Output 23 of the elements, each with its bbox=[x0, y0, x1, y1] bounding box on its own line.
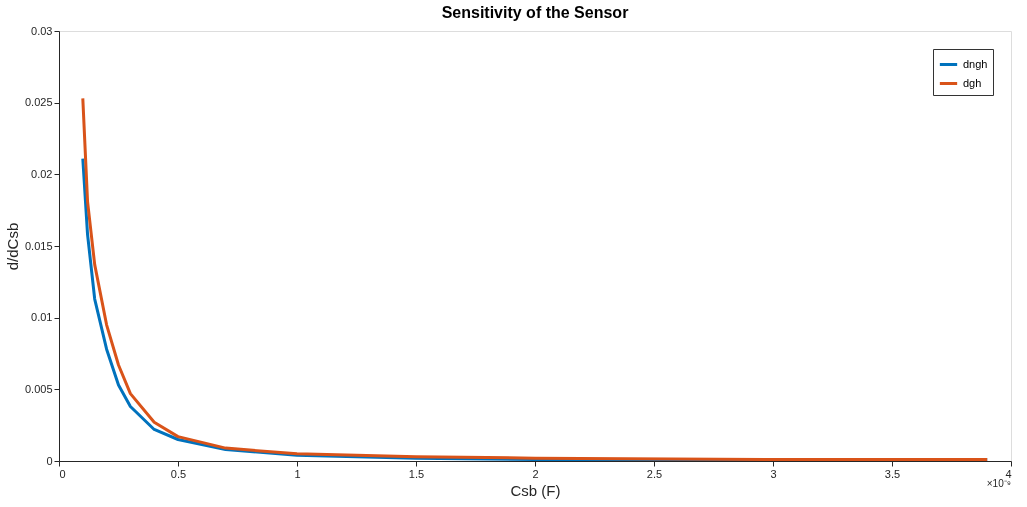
x-tick-label: 4 bbox=[1005, 467, 1012, 480]
y-tick-label: 0.02 bbox=[31, 167, 53, 180]
legend-label: dgh bbox=[963, 76, 982, 89]
x-tick-label: 2 bbox=[532, 467, 539, 480]
x-tick-label: 0.5 bbox=[170, 467, 187, 480]
y-axis-title: d/dCsb bbox=[3, 222, 21, 271]
x-tick-label: 2.5 bbox=[646, 467, 663, 480]
y-tick-label: 0 bbox=[46, 454, 53, 467]
y-tick-label: 0.015 bbox=[24, 239, 53, 252]
line-series bbox=[81, 96, 989, 462]
y-tick-label: 0.03 bbox=[31, 24, 53, 37]
x-tick-label: 3 bbox=[770, 467, 777, 480]
legend-label: dngh bbox=[963, 57, 988, 70]
text: ×10⁻⁹ bbox=[986, 478, 1011, 489]
y-tick-label: 0.005 bbox=[24, 382, 53, 395]
x-tick-label: 1 bbox=[294, 467, 301, 480]
x-tick-label: 0 bbox=[59, 467, 66, 480]
chart-title: Sensitivity of the Sensor bbox=[441, 4, 629, 21]
y-tick-label: 0.025 bbox=[24, 96, 53, 109]
x-tick-label: 1.5 bbox=[408, 467, 425, 480]
x-tick-label: 3.5 bbox=[884, 467, 901, 480]
x-axis-title: Csb (F) bbox=[510, 481, 561, 499]
y-tick-label: 0.01 bbox=[31, 311, 53, 324]
